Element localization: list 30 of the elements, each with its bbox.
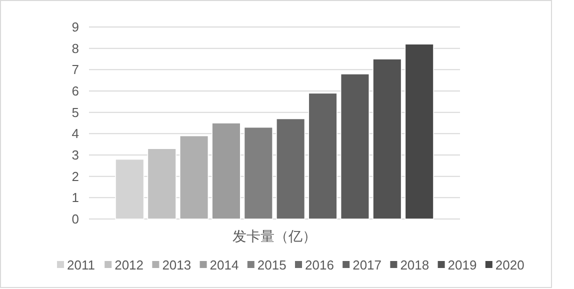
y-tick-label: 4	[72, 126, 79, 142]
y-tick-label: 5	[72, 104, 79, 120]
legend-label: 2011	[67, 258, 95, 273]
legend-label: 2016	[305, 258, 334, 273]
y-tick-label: 2	[72, 168, 79, 184]
bar	[179, 135, 209, 220]
y-tick-label: 9	[72, 20, 79, 35]
y-tick-label: 6	[72, 84, 79, 99]
y-tick-label: 7	[72, 62, 79, 78]
bar	[308, 92, 338, 220]
legend-label: 2013	[162, 258, 192, 273]
bar	[340, 74, 370, 220]
y-tick-label: 1	[72, 190, 79, 206]
bar	[147, 148, 176, 220]
y-tick-label: 8	[72, 40, 79, 56]
legend-label: 2017	[352, 258, 382, 273]
legend-label: 2018	[400, 258, 430, 273]
bar	[244, 126, 273, 220]
bar	[404, 44, 434, 220]
legend-label: 2014	[210, 258, 239, 273]
legend-label: 2019	[448, 258, 477, 273]
bar	[276, 118, 306, 220]
x-tick-label: 发卡量（亿）	[232, 228, 316, 244]
legend-label: 2012	[114, 258, 144, 273]
y-tick-label: 0	[72, 212, 79, 227]
y-tick-label: 3	[72, 148, 79, 163]
bar	[212, 122, 241, 220]
legend-label: 2020	[495, 258, 524, 273]
legend-label: 2015	[257, 258, 286, 273]
bar	[372, 58, 402, 220]
